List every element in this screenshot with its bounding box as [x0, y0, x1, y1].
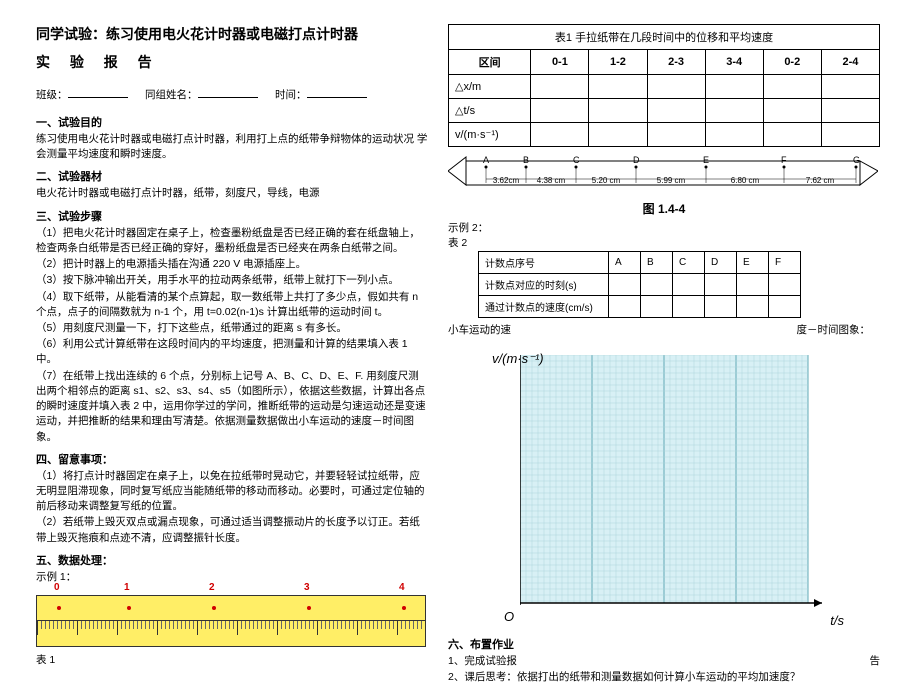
- svg-text:4.38 cm: 4.38 cm: [537, 176, 566, 185]
- chart-xlabel: t/s: [830, 613, 844, 628]
- example2-label: 示例 2：: [448, 221, 880, 236]
- title-line2: 实 验 报 告: [36, 52, 428, 72]
- svg-text:B: B: [523, 155, 529, 165]
- tape2-svg: A B C D E F G 3.62cm 4.38 cm 5.20 cm 5.99 cm 6.80 c…: [448, 153, 878, 195]
- chart: v/(m·s⁻¹) O t/s: [448, 355, 880, 626]
- section5-head: 五、数据处理：: [36, 552, 428, 568]
- left-column: 同学试验：练习使用电火花计时器或电磁打点计时器 实 验 报 告 班级： 同组姓名…: [0, 0, 440, 651]
- member-label: 同组姓名：: [145, 89, 198, 101]
- table1-caption: 表1 手拉纸带在几段时间中的位移和平均速度: [448, 24, 880, 49]
- section1-body: 练习使用电火花计时器或电磁打点计时器，利用打上点的纸带争辩物体的运动状况 学会测…: [36, 132, 428, 162]
- time-label: 时间：: [275, 89, 307, 101]
- chart-grid: [520, 355, 832, 623]
- table1: 区间0-11-22-33-40-22-4△x/m△t/sv/(m·s⁻¹): [448, 49, 880, 147]
- svg-text:E: E: [703, 155, 709, 165]
- svg-text:G: G: [853, 155, 860, 165]
- svg-text:7.62 cm: 7.62 cm: [806, 176, 835, 185]
- table2: 计数点序号ABCDEF计数点对应的时刻(s)通过计数点的速度(cm/s): [478, 251, 801, 318]
- section2-head: 二、试验器材: [36, 168, 428, 184]
- table2-label: 表 2: [448, 236, 880, 251]
- chart-ylabel: v/(m·s⁻¹): [492, 351, 544, 367]
- hw1b: 告: [870, 654, 881, 669]
- section1-head: 一、试验目的: [36, 114, 428, 130]
- section3-body: （1）把电火花计时器固定在桌子上，检查墨粉纸盘是否已经正确的套在纸盘轴上，检查两…: [36, 226, 428, 445]
- hw2: 2、课后思考：依据打出的纸带和测量数据如何计算小车运动的平均加速度？: [448, 670, 880, 685]
- svg-text:3.62cm: 3.62cm: [493, 176, 520, 185]
- chart-origin: O: [504, 609, 514, 624]
- svg-text:F: F: [781, 155, 787, 165]
- section4-body: （1）将打点计时器固定在桌子上，以免在拉纸带时晃动它，并要轻轻试拉纸带，应无明显…: [36, 469, 428, 546]
- svg-text:5.20 cm: 5.20 cm: [592, 176, 621, 185]
- svg-text:6.80 cm: 6.80 cm: [731, 176, 760, 185]
- svg-text:C: C: [573, 155, 580, 165]
- tape2-figure: A B C D E F G 3.62cm 4.38 cm 5.20 cm 5.99 cm 6.80 c…: [448, 153, 880, 217]
- flow-left: 小车运动的速: [448, 322, 511, 337]
- right-column: 表1 手拉纸带在几段时间中的位移和平均速度 区间0-11-22-33-40-22…: [440, 0, 900, 651]
- flow-right: 度－时间图象：: [797, 322, 871, 337]
- table1-wrap: 表1 手拉纸带在几段时间中的位移和平均速度 区间0-11-22-33-40-22…: [448, 24, 880, 147]
- fig-caption: 图 1.4-4: [448, 200, 880, 217]
- class-label: 班级：: [36, 89, 68, 101]
- table1-label: 表 1: [36, 653, 428, 668]
- section3-head: 三、试验步骤: [36, 208, 428, 224]
- form-row: 班级： 同组姓名： 时间：: [36, 86, 428, 102]
- svg-text:A: A: [483, 155, 489, 165]
- section2-body: 电火花计时器或电磁打点计时器，纸带，刻度尺，导线，电源: [36, 186, 428, 201]
- title-line1: 同学试验：练习使用电火花计时器或电磁打点计时器: [36, 24, 428, 44]
- section4-head: 四、留意事项：: [36, 451, 428, 467]
- svg-text:5.99 cm: 5.99 cm: [657, 176, 686, 185]
- hw1: 1、完成试验报: [448, 654, 517, 669]
- example1-label: 示例 1：: [36, 570, 428, 585]
- svg-text:D: D: [633, 155, 640, 165]
- section6-head: 六、布置作业: [448, 636, 517, 652]
- ruler-figure: 01234: [36, 595, 426, 647]
